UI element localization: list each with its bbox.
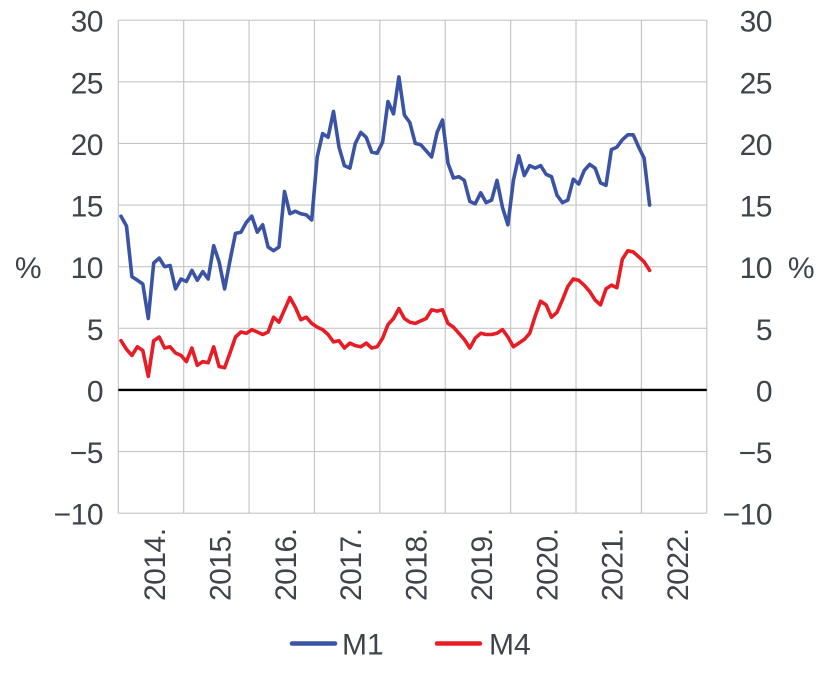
- y-axis-tick-label-right: 10: [740, 252, 772, 285]
- series-line-m4: [119, 248, 652, 379]
- x-axis-tick-label: 2015.: [204, 528, 237, 601]
- x-axis-tick-label: 2014.: [139, 528, 172, 601]
- x-axis-tick-label: 2019.: [466, 528, 499, 601]
- y-axis-tick-label-left: 15: [71, 191, 103, 224]
- y-axis-tick-label-left: −5: [70, 437, 103, 470]
- x-axis-tick-label: 2022.: [662, 528, 695, 601]
- y-axis-tick-label-right: 5: [756, 314, 772, 347]
- y-axis-title-right-percent: %: [788, 252, 814, 285]
- y-axis-tick-label-right: −10: [723, 499, 772, 532]
- x-axis-tick-label: 2020.: [531, 528, 564, 601]
- y-axis-tick-label-left: 10: [71, 252, 103, 285]
- y-axis-tick-label-right: 20: [740, 129, 772, 162]
- series-line-m1: [119, 75, 652, 321]
- y-axis-tick-label-right: −5: [739, 437, 772, 470]
- x-axis-tick-label: 2021.: [597, 528, 630, 601]
- x-axis-tick-label: 2016.: [270, 528, 303, 601]
- y-axis-tick-label-left: 25: [71, 67, 103, 100]
- legend-label-m1: M1: [342, 629, 384, 662]
- y-axis-tick-label-right: 30: [740, 6, 772, 39]
- y-axis-tick-label-right: 15: [740, 191, 772, 224]
- legend-label-m4: M4: [489, 629, 531, 662]
- y-axis-tick-label-left: −10: [54, 499, 103, 532]
- x-axis-tick-label: 2017.: [335, 528, 368, 601]
- y-axis-title-left-percent: %: [15, 252, 41, 285]
- y-axis-tick-label-left: 20: [71, 129, 103, 162]
- y-axis-tick-label-left: 30: [71, 6, 103, 39]
- y-axis-tick-label-right: 25: [740, 67, 772, 100]
- y-axis-tick-label-right: 0: [756, 375, 772, 408]
- y-axis-tick-label-left: 5: [87, 314, 103, 347]
- y-axis-tick-label-left: 0: [87, 375, 103, 408]
- x-axis-tick-label: 2018.: [401, 528, 434, 601]
